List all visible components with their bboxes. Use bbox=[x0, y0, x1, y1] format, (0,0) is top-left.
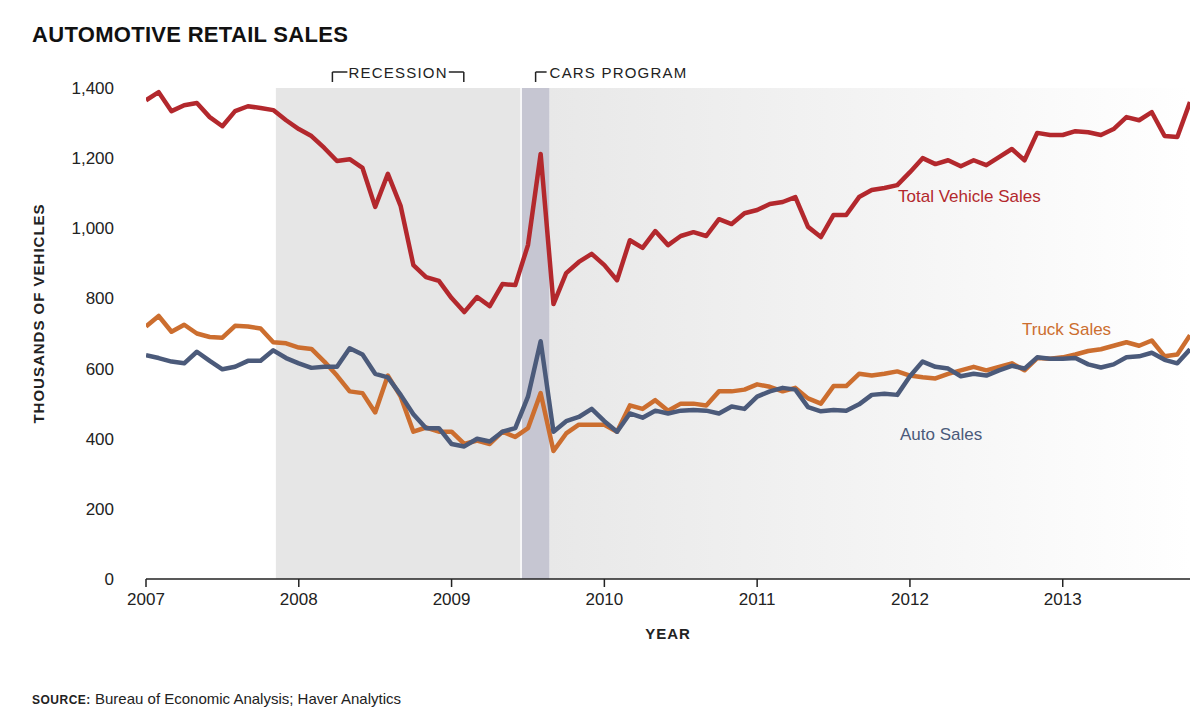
html-text:SOURCE: Bureau of Economic Ana: SOURCE: Bureau of Economic Analysis; Hav… bbox=[32, 690, 401, 707]
html-text:Truck Sales: Truck Sales bbox=[1022, 320, 1112, 339]
svg-text:1,200: 1,200 bbox=[71, 149, 114, 168]
svg-text:600: 600 bbox=[86, 360, 114, 379]
svg-text:2008: 2008 bbox=[280, 590, 318, 609]
svg-text:2010: 2010 bbox=[585, 590, 623, 609]
svg-text:2011: 2011 bbox=[739, 590, 776, 609]
html-text:Total Vehicle Sales: Total Vehicle Sales bbox=[898, 187, 1041, 206]
svg-text:800: 800 bbox=[86, 289, 114, 308]
svg-text:2007: 2007 bbox=[127, 590, 165, 609]
svg-text:0: 0 bbox=[105, 570, 114, 589]
svg-text:YEAR: YEAR bbox=[645, 625, 691, 642]
svg-text:CARS PROGRAM: CARS PROGRAM bbox=[550, 64, 688, 81]
html-text:Auto Sales: Auto Sales bbox=[900, 425, 983, 444]
svg-text:1,400: 1,400 bbox=[71, 79, 114, 98]
svg-text:2013: 2013 bbox=[1044, 590, 1082, 609]
svg-text:1,000: 1,000 bbox=[71, 219, 114, 238]
svg-text:400: 400 bbox=[86, 430, 114, 449]
svg-text:RECESSION: RECESSION bbox=[349, 64, 448, 81]
svg-text:2009: 2009 bbox=[433, 590, 471, 609]
svg-text:THOUSANDS OF VEHICLES: THOUSANDS OF VEHICLES bbox=[30, 203, 47, 423]
html-text:AUTOMOTIVE RETAIL SALES: AUTOMOTIVE RETAIL SALES bbox=[32, 22, 349, 47]
svg-text:2012: 2012 bbox=[891, 590, 929, 609]
svg-text:200: 200 bbox=[86, 500, 114, 519]
